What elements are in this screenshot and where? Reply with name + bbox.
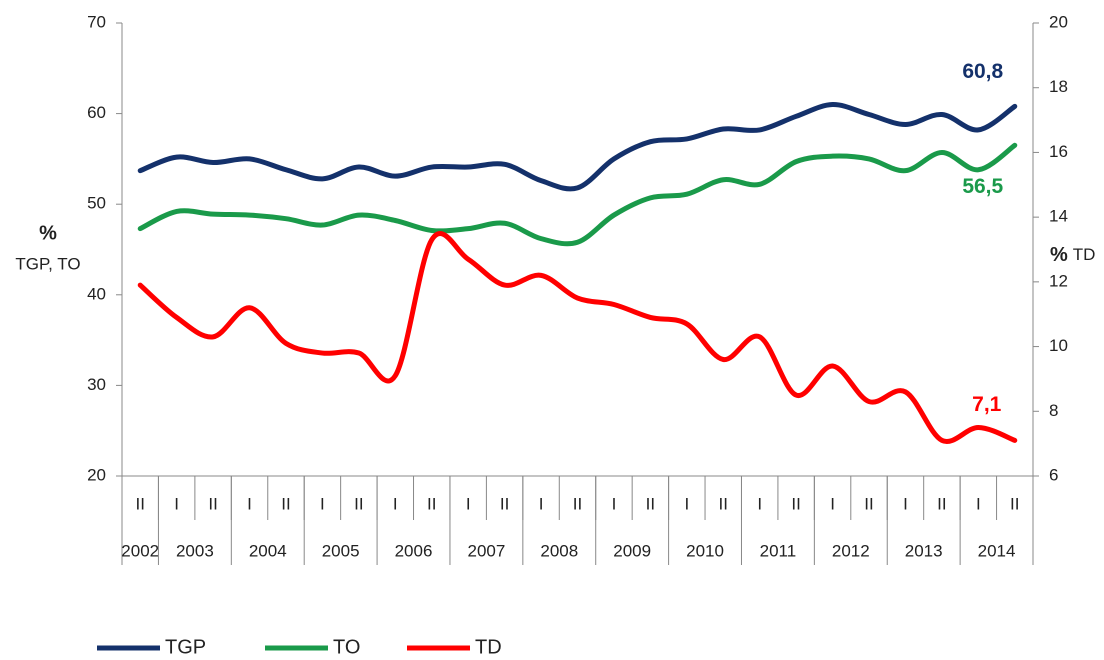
series-line — [137, 231, 1018, 445]
x-tick-label: II — [864, 494, 873, 513]
x-tick-label: I — [757, 494, 762, 513]
y-axis-title: TGP, TO — [15, 254, 80, 273]
group-label: 2005 — [322, 541, 360, 560]
x-tick-label: I — [976, 494, 981, 513]
series-line — [137, 102, 1018, 192]
x-tick-label: I — [903, 494, 908, 513]
group-label: 2007 — [467, 541, 505, 560]
series-line — [137, 142, 1018, 247]
y2-tick-label: 12 — [1049, 271, 1068, 290]
x-tick-label: II — [427, 494, 436, 513]
x-tick-label: II — [937, 494, 946, 513]
x-tick-label: I — [684, 494, 689, 513]
y2-tick-label: 20 — [1049, 12, 1068, 31]
group-label: 2012 — [832, 541, 870, 560]
x-tick-label: II — [281, 494, 290, 513]
x-tick-label: I — [466, 494, 471, 513]
y2-tick-label: 6 — [1049, 465, 1058, 484]
x-tick-label: II — [354, 494, 363, 513]
y-axis-symbol: % — [39, 222, 57, 244]
x-tick-label: II — [719, 494, 728, 513]
y2-tick-label: 16 — [1049, 142, 1068, 161]
y2-tick-label: 10 — [1049, 336, 1068, 355]
group-label: 2009 — [613, 541, 651, 560]
y-tick-label: 40 — [87, 284, 106, 303]
y2-tick-label: 8 — [1049, 401, 1058, 420]
y2-axis-symbol: % — [1050, 244, 1068, 266]
y-tick-label: 30 — [87, 375, 106, 394]
group-label: 2013 — [905, 541, 943, 560]
legend-label: TO — [333, 636, 360, 658]
y-tick-label: 20 — [87, 465, 106, 484]
y2-tick-label: 18 — [1049, 77, 1068, 96]
y-tick-label: 50 — [87, 194, 106, 213]
x-tick-label: I — [830, 494, 835, 513]
group-label: 2004 — [249, 541, 287, 560]
x-tick-label: II — [573, 494, 582, 513]
x-tick-label: I — [393, 494, 398, 513]
x-tick-label: I — [174, 494, 179, 513]
x-tick-label: II — [646, 494, 655, 513]
group-label: 2008 — [540, 541, 578, 560]
x-tick-label: II — [135, 494, 144, 513]
data-label: 60,8 — [962, 60, 1003, 83]
group-label: 2003 — [176, 541, 214, 560]
y-tick-label: 70 — [87, 12, 106, 31]
x-tick-label: I — [247, 494, 252, 513]
legend-label: TGP — [165, 636, 206, 658]
y2-axis-title: % TD — [1050, 244, 1095, 266]
data-label: 7,1 — [972, 393, 1002, 416]
x-tick-label: II — [208, 494, 217, 513]
data-label: 56,5 — [962, 175, 1003, 198]
group-label: 2014 — [978, 541, 1016, 560]
x-tick-label: I — [320, 494, 325, 513]
y2-axis-text: TD — [1073, 245, 1096, 264]
x-tick-label: I — [539, 494, 544, 513]
legend-label: TD — [475, 636, 502, 658]
group-label: 2011 — [760, 541, 797, 560]
group-label: 2010 — [686, 541, 724, 560]
x-tick-label: II — [500, 494, 509, 513]
group-label: 2002 — [121, 541, 159, 560]
x-tick-label: II — [791, 494, 800, 513]
y2-tick-label: 14 — [1049, 207, 1068, 226]
x-tick-label: II — [1010, 494, 1019, 513]
x-tick-label: I — [612, 494, 617, 513]
y-tick-label: 60 — [87, 103, 106, 122]
group-label: 2006 — [395, 541, 433, 560]
